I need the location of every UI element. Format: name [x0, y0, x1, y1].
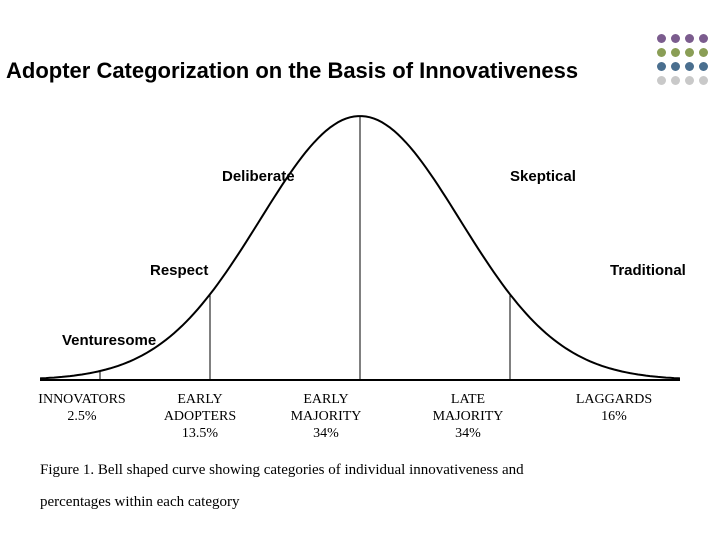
category-label: LATEMAJORITY34%	[408, 392, 528, 442]
label-respect: Respect	[150, 262, 208, 279]
label-deliberate: Deliberate	[222, 168, 295, 185]
category-label: LAGGARDS16%	[554, 392, 674, 426]
category-label: EARLYADOPTERS13.5%	[140, 392, 260, 442]
label-skeptical: Skeptical	[510, 168, 576, 185]
figure-caption-line2: percentages within each category	[40, 494, 239, 511]
page-title: Adopter Categorization on the Basis of I…	[6, 58, 578, 84]
category-label: INNOVATORS2.5%	[22, 392, 142, 426]
category-label: EARLYMAJORITY34%	[266, 392, 386, 442]
label-venturesome: Venturesome	[62, 332, 156, 349]
decoration-dots	[655, 32, 710, 87]
figure-caption-line1: Figure 1. Bell shaped curve showing cate…	[40, 462, 524, 479]
label-traditional: Traditional	[610, 262, 686, 279]
